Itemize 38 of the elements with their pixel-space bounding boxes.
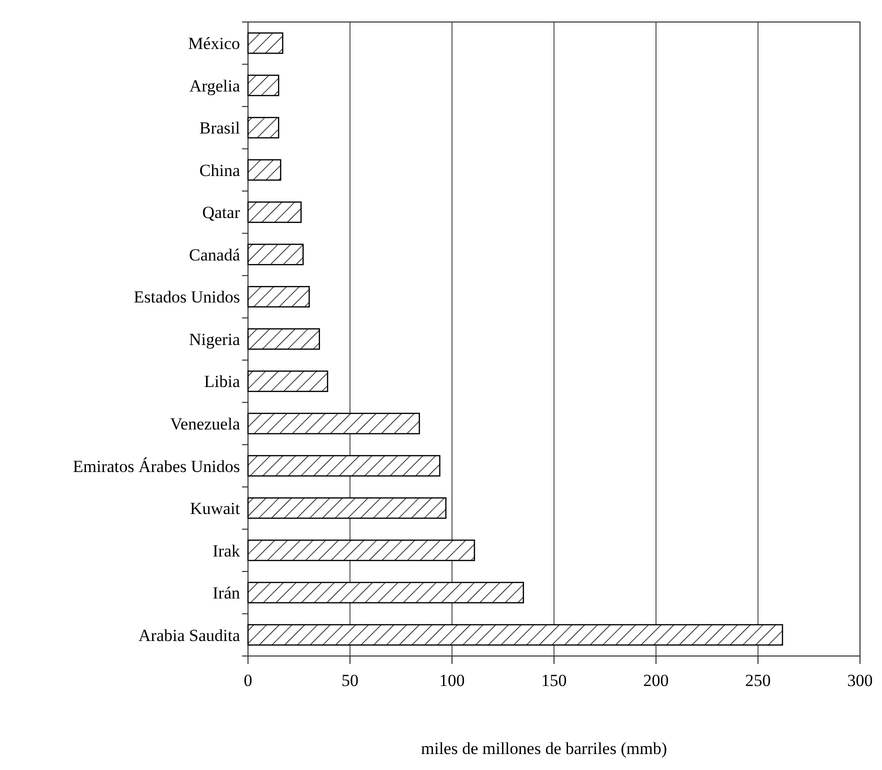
bar xyxy=(247,74,280,96)
y-tick-label: Irak xyxy=(212,541,240,560)
bar xyxy=(247,497,446,519)
y-tick-label: Argelia xyxy=(189,76,240,96)
bar xyxy=(247,116,280,138)
bar xyxy=(247,412,420,434)
bar xyxy=(247,370,328,392)
bar xyxy=(247,159,282,181)
x-axis-title: miles de millones de barriles (mmb) xyxy=(421,739,667,758)
bar xyxy=(247,624,784,646)
y-tick-label: Arabia Saudita xyxy=(138,626,240,645)
y-tick-label: Emiratos Árabes Unidos xyxy=(72,456,240,476)
y-tick-label: Nigeria xyxy=(189,330,240,349)
bar xyxy=(247,32,284,54)
bar xyxy=(247,201,302,223)
bar xyxy=(247,328,320,350)
bar xyxy=(247,582,524,604)
y-tick-label: Kuwait xyxy=(190,499,240,518)
y-tick-label: Brasil xyxy=(199,118,240,138)
y-tick-label: Libia xyxy=(204,372,240,392)
y-tick-label: México xyxy=(188,34,240,54)
y-tick-label: Venezuela xyxy=(170,414,240,434)
y-tick-label: China xyxy=(199,160,240,180)
bar xyxy=(247,286,310,308)
bar xyxy=(247,244,304,266)
y-tick-label: Qatar xyxy=(202,203,240,222)
x-tick-label: 250 xyxy=(745,671,771,690)
x-tick-label: 150 xyxy=(541,671,567,690)
x-tick-label: 50 xyxy=(342,671,358,690)
x-tick-label: 200 xyxy=(643,671,669,690)
y-tick-label: Irán xyxy=(212,584,240,603)
y-tick-label: Canadá xyxy=(189,245,240,264)
x-tick-label: 300 xyxy=(847,671,873,690)
x-tick-label: 0 xyxy=(244,671,252,690)
bar xyxy=(247,540,476,562)
bar xyxy=(247,455,440,477)
y-tick-label: Estados Unidos xyxy=(134,288,240,307)
x-tick-label: 100 xyxy=(439,671,465,690)
